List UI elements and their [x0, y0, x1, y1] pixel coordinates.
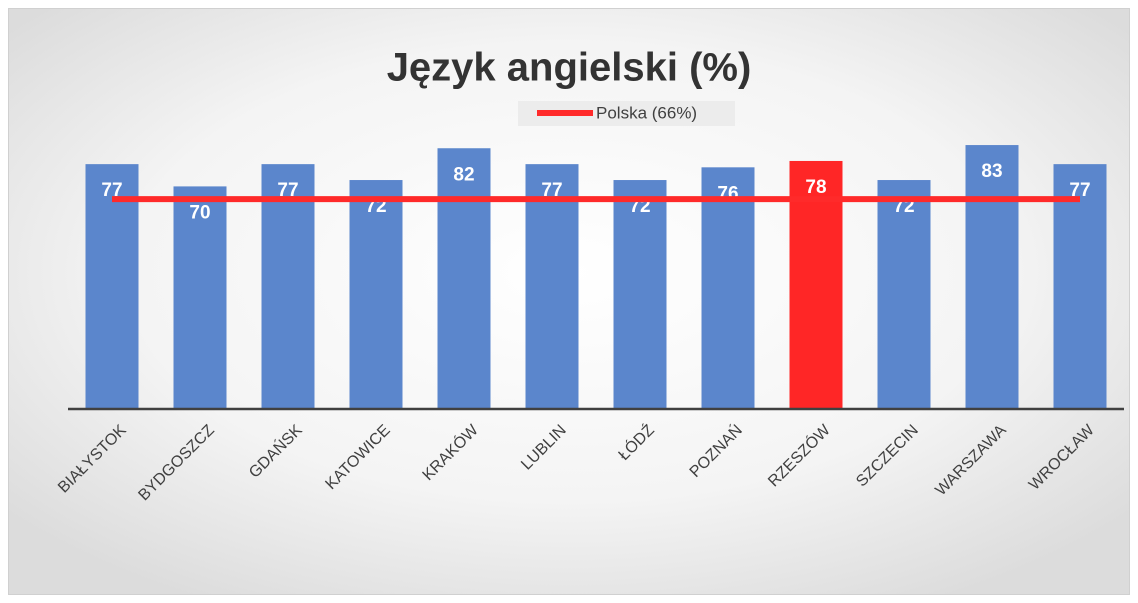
bar: [349, 180, 403, 409]
bar: [789, 160, 843, 409]
chart-title: Język angielski (%): [387, 46, 752, 90]
data-label: 77: [1069, 180, 1090, 201]
data-label: 77: [277, 180, 298, 201]
data-label: 70: [189, 202, 210, 223]
bar: [173, 186, 227, 409]
bar: [613, 180, 667, 409]
bar: [965, 145, 1019, 409]
data-label: 77: [541, 180, 562, 201]
data-label: 78: [805, 177, 826, 198]
data-label: 82: [453, 164, 474, 185]
bar: [525, 164, 579, 409]
bar: [437, 148, 491, 410]
bar: [85, 164, 139, 409]
legend-label: Polska (66%): [596, 103, 697, 122]
bar: [261, 164, 315, 409]
bar: [701, 167, 755, 409]
data-label: 77: [101, 180, 122, 201]
bar: [877, 180, 931, 409]
data-label: 83: [981, 161, 1002, 182]
bar: [1053, 164, 1107, 409]
